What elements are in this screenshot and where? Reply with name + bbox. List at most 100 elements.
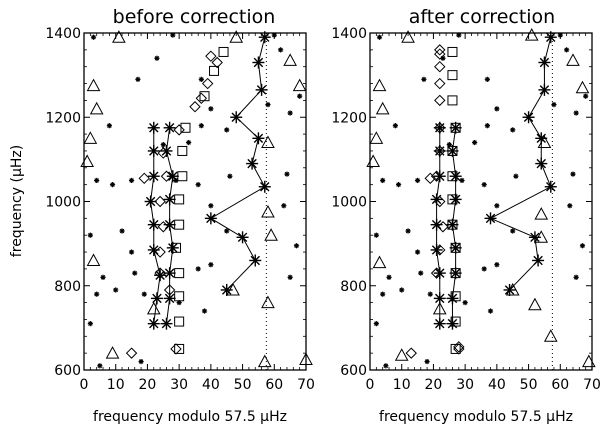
asterisk-point [160,317,173,330]
plot-frame [369,32,593,371]
small-star-point [386,274,392,280]
small-star-point [494,262,500,268]
star-stroke [374,232,379,238]
star-stroke [380,178,385,183]
triangle-point [432,301,447,315]
triangle-point [146,301,161,315]
asterisk-point [433,267,446,280]
small-star-point [278,47,284,53]
small-star-point [494,106,500,112]
y-tick-label: 1400 [331,26,367,42]
diamond-point [434,145,446,157]
small-star-point [135,76,141,82]
diamond-point [157,147,169,159]
square-point [177,171,188,182]
x-axis-label: frequency modulo 57.5 μHz [379,409,573,425]
small-star-point [94,177,100,184]
triangle-point [401,30,415,43]
triangle-point [366,154,381,167]
asterisk-point [433,144,446,157]
y-tick-label: 1000 [45,195,81,211]
diamond-point [125,347,138,359]
asterisk-point [147,144,160,157]
star-stroke [386,275,392,280]
star-stroke [546,182,556,192]
small-star-point [201,308,208,314]
small-star-point [462,300,468,306]
small-star-point [446,142,452,148]
star-stroke [510,228,515,234]
square-point [177,145,188,156]
star-stroke [393,123,398,128]
x-tick-label: 60 [265,377,283,393]
square-point [450,242,461,253]
small-star-point [484,76,490,82]
star-stroke [510,127,515,133]
star-stroke [530,232,540,243]
panel-after-correction: after correction 0 10 20 30 40 50 60 70 600 800 10… [331,6,601,425]
y-tick-label: 600 [340,363,367,379]
star-stroke [573,110,579,116]
star-stroke [253,133,264,144]
small-star-point [427,291,433,297]
small-star-point [573,274,579,280]
asterisk-point [433,317,446,330]
star-stroke [110,182,115,187]
star-stroke [415,178,420,183]
star-stroke [202,308,207,314]
star-stroke [481,182,487,187]
star-stroke [380,291,385,297]
star-stroke [494,262,500,267]
y-tick-label: 1200 [45,110,81,126]
star-stroke [149,146,159,156]
star-stroke [459,178,465,183]
diamond-point [201,77,214,90]
asterisk-point [163,193,176,206]
triangle-point [261,295,275,309]
small-star-point [90,34,97,40]
asterisk-point [147,243,160,256]
asterisk-point [147,121,160,134]
star-stroke [539,57,550,68]
diamond-point [160,170,173,182]
star-stroke [260,182,270,192]
square-point [447,219,458,230]
small-star-point [128,249,135,255]
star-stroke [447,293,458,304]
star-stroke [145,196,156,207]
star-stroke [94,291,99,297]
diamond-point [189,101,201,113]
small-star-point [176,300,182,306]
small-star-point [119,228,125,234]
star-stroke [485,123,490,128]
triangle-point [528,297,542,311]
star-stroke [485,213,496,224]
small-star-point [573,110,579,116]
star-stroke [287,110,293,116]
diamond-point [405,347,417,359]
star-stroke [164,293,175,304]
x-tick-label: 20 [425,377,443,393]
star-stroke [494,106,500,112]
small-star-point [293,243,300,249]
star-stroke [141,291,147,297]
small-star-point [380,291,386,297]
diamond-point [434,48,446,60]
small-star-point [567,203,573,209]
diamond-point [434,44,446,56]
star-stroke [383,363,389,369]
y-tick-label: 800 [340,279,367,295]
small-star-point [173,177,179,184]
small-star-point [227,173,233,179]
star-stroke [176,300,182,305]
small-star-point [373,321,379,327]
star-stroke [421,77,427,82]
star-stroke [405,228,411,234]
star-stroke [481,266,487,272]
diamond-point [138,172,150,185]
asterisk-point [535,157,548,170]
star-stroke [377,34,382,40]
triangle-point [372,255,387,269]
star-stroke [583,93,588,99]
star-stroke [88,232,93,238]
